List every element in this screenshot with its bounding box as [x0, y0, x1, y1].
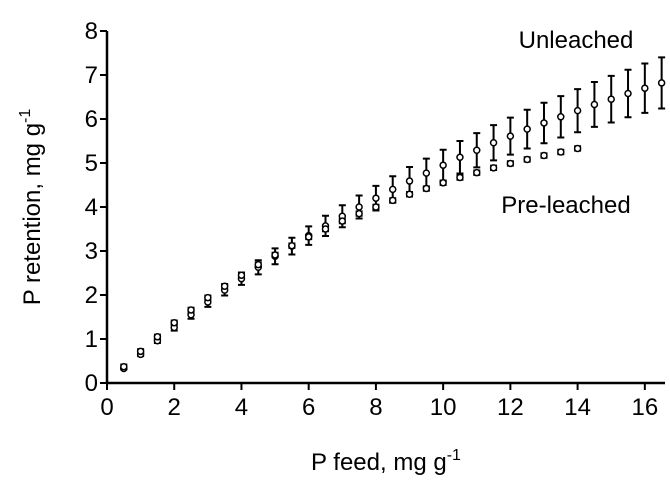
- data-point: [220, 282, 229, 290]
- x-tick-label: 6: [302, 394, 315, 421]
- data-point: [456, 173, 464, 182]
- y-tick-label: 6: [85, 106, 98, 133]
- data-point: [607, 95, 615, 103]
- data-point: [540, 151, 548, 160]
- data-point: [506, 159, 515, 168]
- y-tick-label: 4: [85, 194, 98, 221]
- x-tick-label: 4: [235, 394, 248, 421]
- data-point: [271, 251, 279, 259]
- y-tick-label: 3: [85, 238, 98, 265]
- y-axis-title-text: P retention, mg g: [19, 123, 46, 305]
- data-point: [439, 179, 447, 187]
- data-point: [355, 209, 363, 218]
- x-tick-label: 8: [369, 394, 382, 421]
- data-point: [489, 164, 498, 172]
- data-point: [338, 217, 347, 225]
- x-tick-label: 12: [497, 394, 524, 421]
- y-tick-label: 8: [85, 18, 98, 45]
- y-axis-title-sup: -1: [17, 109, 34, 123]
- data-point: [473, 146, 481, 154]
- series-annotation: Pre-leached: [501, 192, 630, 219]
- y-tick-label: 0: [85, 370, 98, 397]
- data-point: [624, 89, 632, 98]
- data-point: [540, 119, 548, 127]
- data-point: [573, 106, 582, 115]
- data-point: [288, 241, 296, 250]
- data-point: [355, 203, 363, 211]
- data-point: [473, 168, 481, 177]
- data-point: [590, 100, 599, 109]
- x-tick-label: 16: [631, 394, 658, 421]
- y-tick-label: 5: [85, 150, 98, 177]
- data-point: [388, 185, 397, 194]
- x-tick-label: 0: [100, 394, 113, 421]
- data-point: [304, 233, 313, 241]
- data-point: [120, 362, 128, 371]
- data-point: [422, 184, 431, 193]
- x-axis-title-sup: -1: [447, 447, 461, 464]
- x-tick-label: 10: [430, 394, 457, 421]
- data-point: [439, 161, 447, 169]
- data-point: [254, 260, 263, 269]
- data-point: [523, 155, 531, 164]
- data-point: [456, 153, 464, 162]
- data-point: [405, 177, 414, 185]
- y-axis-title: P retention, mg g-1: [17, 109, 46, 306]
- data-point: [657, 79, 666, 87]
- data-point: [489, 139, 498, 147]
- data-point: [573, 144, 582, 153]
- y-tick-label: 7: [85, 62, 98, 89]
- data-point: [204, 293, 212, 302]
- data-point: [523, 125, 531, 133]
- data-point: [557, 113, 565, 121]
- data-point: [153, 333, 162, 341]
- y-tick-label: 1: [85, 326, 98, 353]
- x-tick-label: 14: [564, 394, 591, 421]
- data-point: [170, 318, 178, 327]
- data-point: [641, 84, 649, 92]
- data-point: [187, 306, 195, 314]
- x-tick-label: 2: [168, 394, 181, 421]
- data-point: [372, 203, 380, 211]
- data-point: [405, 190, 414, 198]
- y-tick-label: 2: [85, 282, 98, 309]
- data-point: [237, 271, 246, 279]
- data-point: [388, 196, 397, 205]
- data-point: [321, 225, 330, 233]
- x-axis-title: P feed, mg g-1: [311, 447, 461, 476]
- data-point: [557, 148, 565, 156]
- data-point: [506, 132, 515, 140]
- data-point: [372, 194, 380, 202]
- x-axis-title-text: P feed, mg g: [311, 449, 447, 476]
- data-point: [136, 347, 145, 356]
- series-annotation: Unleached: [519, 27, 634, 54]
- data-point: [422, 169, 431, 177]
